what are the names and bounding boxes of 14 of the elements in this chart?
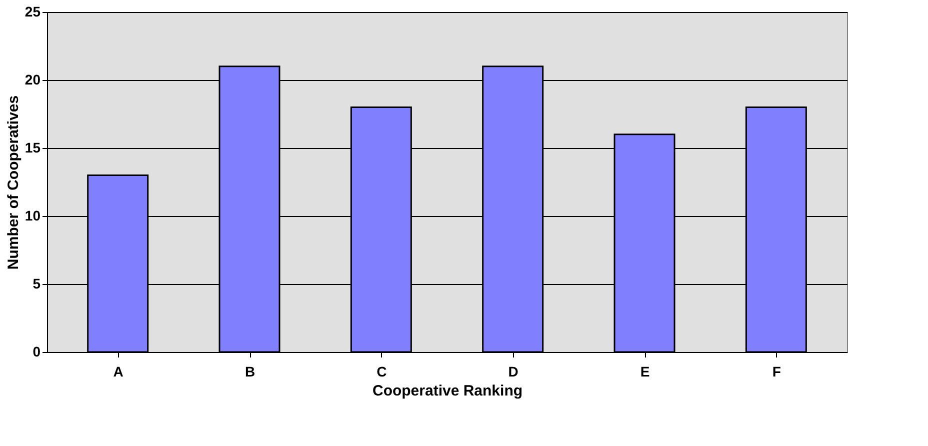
x-tick-label: C <box>376 364 387 380</box>
y-tick-label: 0 <box>32 344 41 360</box>
x-tick-label: E <box>640 364 650 380</box>
x-tick-label: A <box>113 364 124 380</box>
y-tick-label: 25 <box>24 4 41 20</box>
y-axis-title: Number of Cooperatives <box>4 95 22 270</box>
y-tick-label: 20 <box>24 72 41 88</box>
x-tick-label: F <box>772 364 782 380</box>
x-tick-label: B <box>244 364 256 380</box>
y-tick-label: 10 <box>24 208 41 224</box>
x-axis-title: Cooperative Ranking <box>372 382 523 400</box>
y-tick-label: 15 <box>24 140 41 156</box>
x-tick-label: D <box>508 364 518 380</box>
y-tick-label: 5 <box>32 276 41 292</box>
